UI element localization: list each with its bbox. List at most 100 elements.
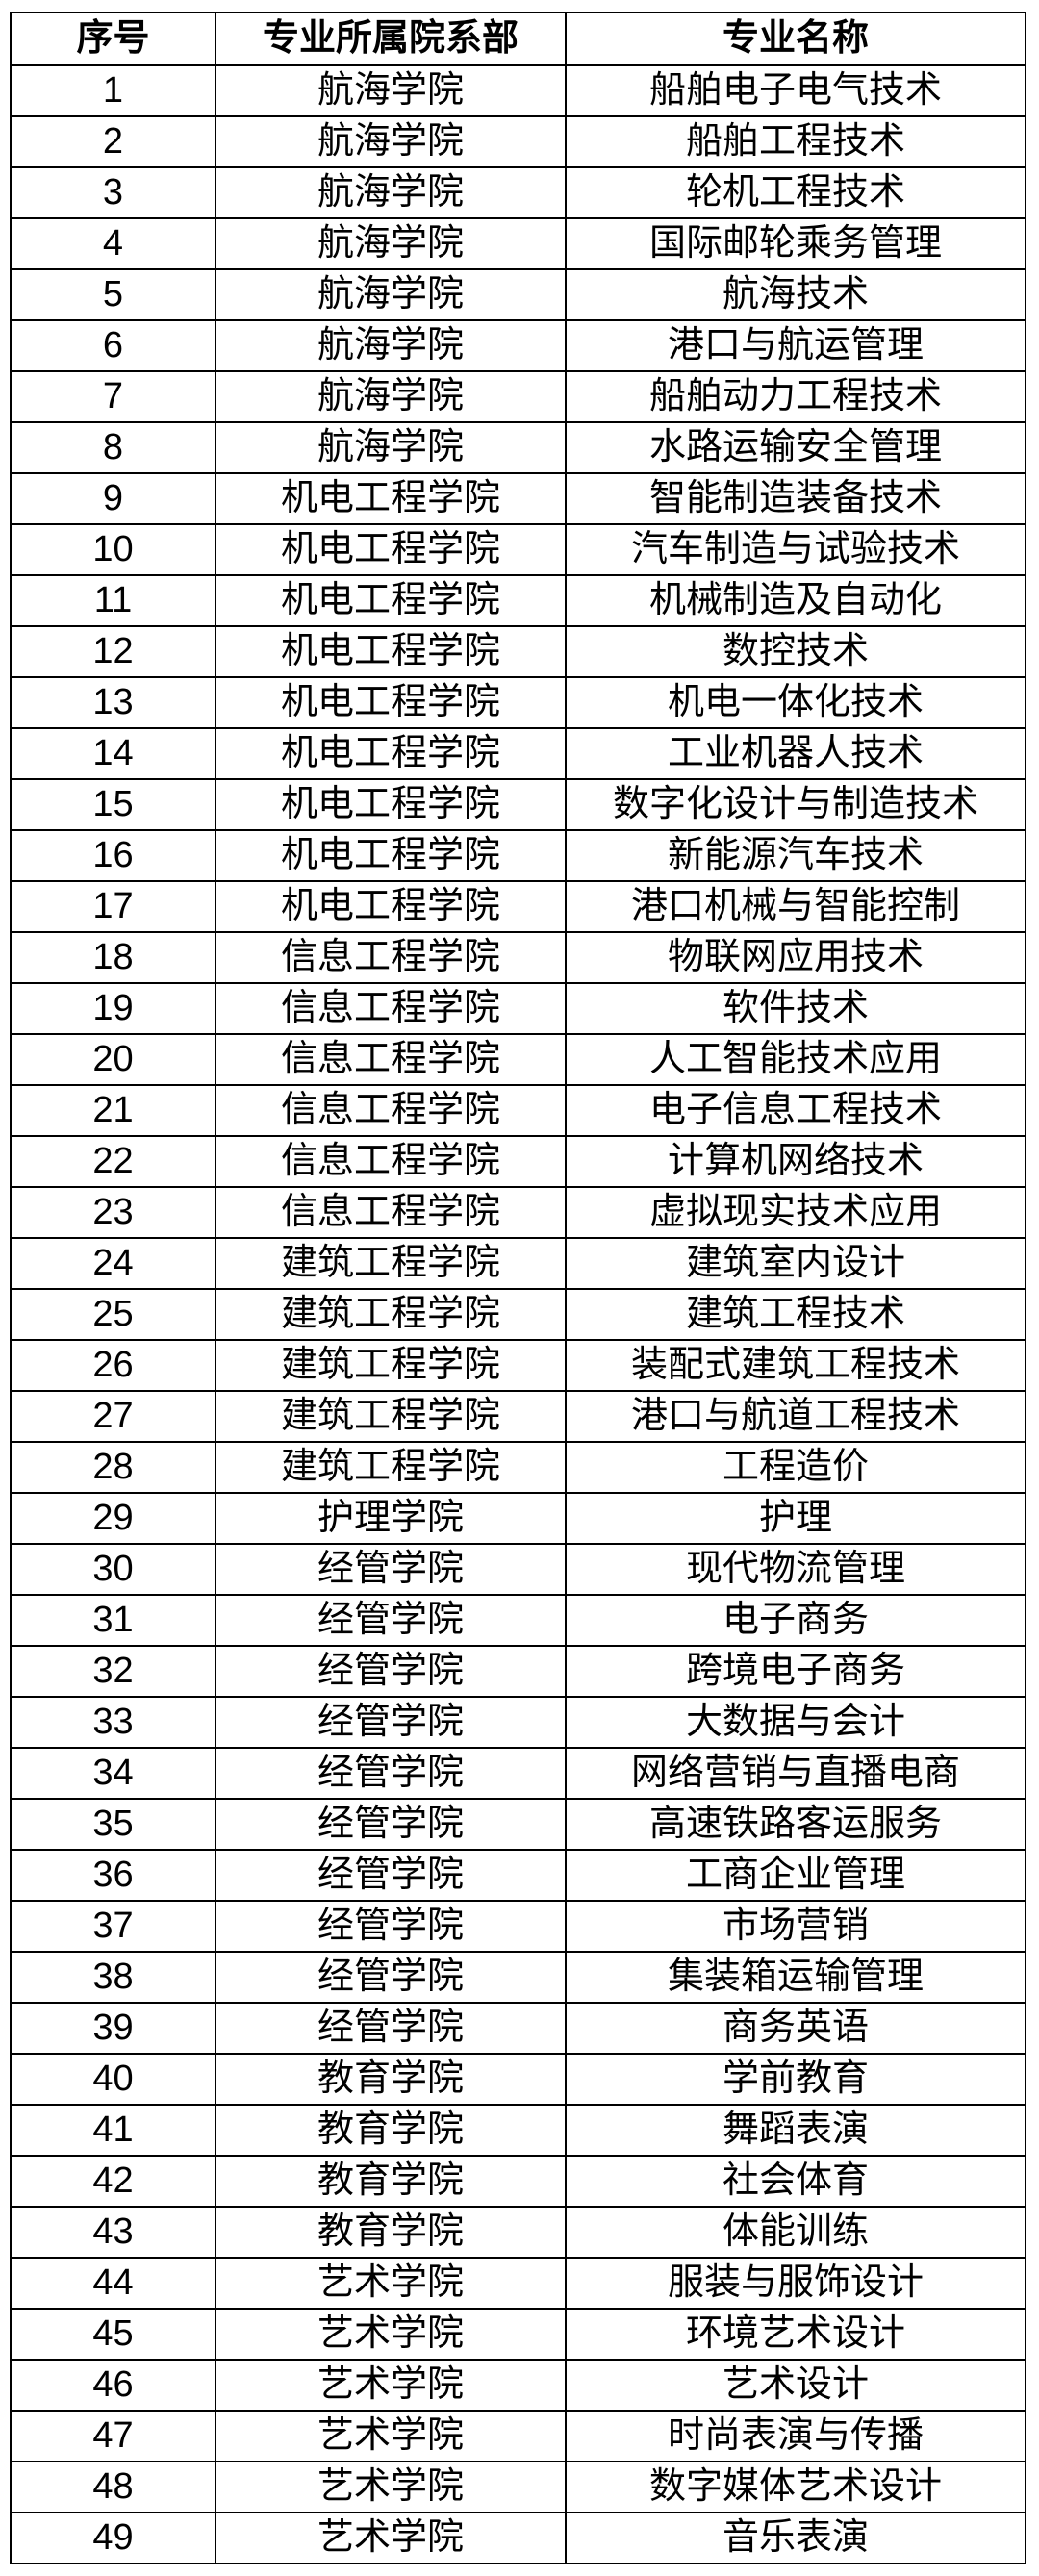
cell-major: 建筑室内设计 <box>565 1237 1026 1290</box>
cell-index: 3 <box>10 166 216 219</box>
cell-major: 水路运输安全管理 <box>565 421 1026 474</box>
cell-index: 40 <box>10 2053 216 2106</box>
cell-major: 现代物流管理 <box>565 1543 1026 1596</box>
cell-index: 8 <box>10 421 216 474</box>
table-row: 4 航海学院 国际邮轮乘务管理 <box>10 217 1026 270</box>
cell-department: 航海学院 <box>215 166 567 219</box>
table-row: 47 艺术学院 时尚表演与传播 <box>10 2410 1026 2462</box>
cell-department: 经管学院 <box>215 1747 567 1800</box>
cell-department: 建筑工程学院 <box>215 1390 567 1443</box>
cell-major: 船舶工程技术 <box>565 115 1026 168</box>
table-row: 38 经管学院 集装箱运输管理 <box>10 1951 1026 2004</box>
cell-department: 信息工程学院 <box>215 1186 567 1239</box>
cell-department: 建筑工程学院 <box>215 1288 567 1341</box>
cell-index: 6 <box>10 319 216 372</box>
cell-major: 新能源汽车技术 <box>565 829 1026 882</box>
cell-department: 信息工程学院 <box>215 982 567 1035</box>
cell-index: 18 <box>10 931 216 984</box>
cell-department: 艺术学院 <box>215 2461 567 2513</box>
cell-major: 物联网应用技术 <box>565 931 1026 984</box>
table-row: 15 机电工程学院 数字化设计与制造技术 <box>10 778 1026 831</box>
header-cell-index: 序号 <box>10 12 216 66</box>
table-row: 11 机电工程学院 机械制造及自动化 <box>10 574 1026 627</box>
cell-department: 经管学院 <box>215 1951 567 2004</box>
cell-department: 教育学院 <box>215 2053 567 2106</box>
table-row: 34 经管学院 网络营销与直播电商 <box>10 1747 1026 1800</box>
cell-major: 艺术设计 <box>565 2359 1026 2412</box>
table-row: 19 信息工程学院 软件技术 <box>10 982 1026 1035</box>
cell-major: 音乐表演 <box>565 2512 1026 2564</box>
table-row: 5 航海学院 航海技术 <box>10 268 1026 321</box>
table-row: 8 航海学院 水路运输安全管理 <box>10 421 1026 474</box>
cell-major: 舞蹈表演 <box>565 2104 1026 2157</box>
table-row: 28 建筑工程学院 工程造价 <box>10 1441 1026 1494</box>
cell-major: 社会体育 <box>565 2155 1026 2208</box>
cell-major: 计算机网络技术 <box>565 1135 1026 1188</box>
cell-index: 7 <box>10 370 216 423</box>
cell-major: 护理 <box>565 1492 1026 1545</box>
cell-index: 21 <box>10 1084 216 1137</box>
cell-major: 港口与航运管理 <box>565 319 1026 372</box>
cell-department: 教育学院 <box>215 2155 567 2208</box>
cell-major: 学前教育 <box>565 2053 1026 2106</box>
table-row: 39 经管学院 商务英语 <box>10 2002 1026 2055</box>
cell-index: 32 <box>10 1645 216 1698</box>
cell-index: 29 <box>10 1492 216 1545</box>
cell-index: 24 <box>10 1237 216 1290</box>
cell-department: 机电工程学院 <box>215 880 567 933</box>
cell-major: 商务英语 <box>565 2002 1026 2055</box>
table-row: 32 经管学院 跨境电子商务 <box>10 1645 1026 1698</box>
cell-major: 航海技术 <box>565 268 1026 321</box>
table-row: 12 机电工程学院 数控技术 <box>10 625 1026 678</box>
cell-department: 经管学院 <box>215 1900 567 1953</box>
cell-index: 2 <box>10 115 216 168</box>
table-row: 22 信息工程学院 计算机网络技术 <box>10 1135 1026 1188</box>
cell-index: 1 <box>10 64 216 117</box>
table-row: 37 经管学院 市场营销 <box>10 1900 1026 1953</box>
cell-department: 机电工程学院 <box>215 829 567 882</box>
cell-index: 36 <box>10 1849 216 1902</box>
cell-department: 经管学院 <box>215 1645 567 1698</box>
cell-department: 经管学院 <box>215 2002 567 2055</box>
cell-department: 经管学院 <box>215 1594 567 1647</box>
table-row: 2 航海学院 船舶工程技术 <box>10 115 1026 168</box>
cell-major: 国际邮轮乘务管理 <box>565 217 1026 270</box>
cell-index: 17 <box>10 880 216 933</box>
table-row: 41 教育学院 舞蹈表演 <box>10 2104 1026 2157</box>
cell-index: 15 <box>10 778 216 831</box>
table-row: 13 机电工程学院 机电一体化技术 <box>10 676 1026 729</box>
table-row: 24 建筑工程学院 建筑室内设计 <box>10 1237 1026 1290</box>
cell-department: 信息工程学院 <box>215 931 567 984</box>
table-body: 1 航海学院 船舶电子电气技术 2 航海学院 船舶工程技术 3 航海学院 轮机工程技术 4 航海学院… <box>10 64 1026 2564</box>
table-row: 6 航海学院 港口与航运管理 <box>10 319 1026 372</box>
cell-index: 27 <box>10 1390 216 1443</box>
cell-department: 建筑工程学院 <box>215 1339 567 1392</box>
cell-department: 信息工程学院 <box>215 1033 567 1086</box>
cell-major: 服装与服饰设计 <box>565 2257 1026 2310</box>
table-row: 25 建筑工程学院 建筑工程技术 <box>10 1288 1026 1341</box>
cell-index: 34 <box>10 1747 216 1800</box>
cell-index: 49 <box>10 2512 216 2564</box>
cell-index: 26 <box>10 1339 216 1392</box>
cell-department: 信息工程学院 <box>215 1084 567 1137</box>
cell-department: 航海学院 <box>215 319 567 372</box>
table-row: 21 信息工程学院 电子信息工程技术 <box>10 1084 1026 1137</box>
cell-major: 建筑工程技术 <box>565 1288 1026 1341</box>
table-row: 29 护理学院 护理 <box>10 1492 1026 1545</box>
cell-major: 港口机械与智能控制 <box>565 880 1026 933</box>
table-row: 30 经管学院 现代物流管理 <box>10 1543 1026 1596</box>
cell-index: 48 <box>10 2461 216 2513</box>
table-row: 7 航海学院 船舶动力工程技术 <box>10 370 1026 423</box>
cell-index: 23 <box>10 1186 216 1239</box>
cell-major: 虚拟现实技术应用 <box>565 1186 1026 1239</box>
cell-major: 船舶电子电气技术 <box>565 64 1026 117</box>
header-cell-department: 专业所属院系部 <box>215 12 567 66</box>
cell-major: 网络营销与直播电商 <box>565 1747 1026 1800</box>
table-row: 44 艺术学院 服装与服饰设计 <box>10 2257 1026 2310</box>
cell-department: 机电工程学院 <box>215 778 567 831</box>
cell-department: 机电工程学院 <box>215 625 567 678</box>
cell-department: 艺术学院 <box>215 2308 567 2361</box>
table-row: 9 机电工程学院 智能制造装备技术 <box>10 472 1026 525</box>
cell-index: 16 <box>10 829 216 882</box>
cell-index: 43 <box>10 2206 216 2259</box>
